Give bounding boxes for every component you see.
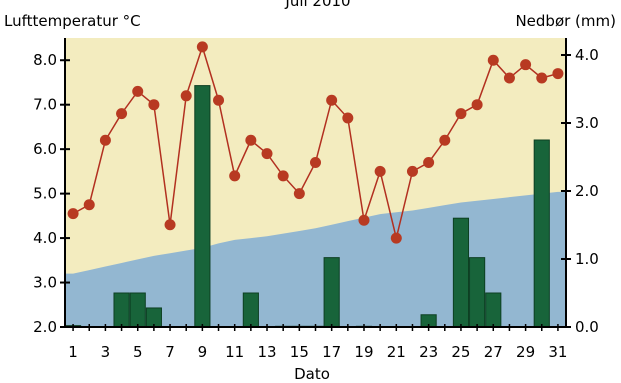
temp-point-day-3 (99, 134, 111, 146)
precip-bar-day-4 (113, 292, 130, 328)
temp-point-day-9 (196, 41, 208, 53)
x-tick-label: 27 (484, 343, 503, 361)
left-tick-label: 6.0 (33, 140, 57, 158)
x-axis-label: Dato (294, 365, 330, 383)
x-tick-label: 3 (101, 343, 111, 361)
x-tick-label: 25 (451, 343, 470, 361)
temp-point-day-19 (358, 214, 370, 226)
temp-point-day-29 (520, 59, 532, 71)
right-tick-label: 2.0 (575, 182, 599, 200)
precip-bar-day-30 (533, 139, 550, 328)
temp-point-day-28 (503, 72, 515, 84)
temp-point-day-13 (261, 148, 273, 160)
temp-point-day-7 (164, 219, 176, 231)
temp-point-day-23 (423, 156, 435, 168)
precip-bar-day-25 (452, 217, 470, 328)
temp-point-day-31 (552, 68, 564, 80)
precip-bar-day-12 (242, 292, 259, 328)
temperature-points (67, 41, 564, 244)
temp-point-day-11 (229, 170, 241, 182)
chart-title: Juli 2010 (284, 0, 350, 10)
temp-point-day-18 (342, 112, 354, 124)
temp-point-day-5 (132, 85, 144, 97)
precip-bar-day-26 (469, 257, 486, 328)
x-tick-label: 23 (419, 343, 438, 361)
precip-bar-day-9 (194, 85, 211, 328)
right-axis-ticks: 0.0 1.0 2.0 3.0 4.0 (561, 46, 599, 336)
left-axis-label: Lufttemperatur °C (4, 12, 141, 30)
temp-point-day-16 (310, 156, 321, 168)
precip-bar-day-27 (485, 292, 502, 328)
temp-point-day-22 (406, 165, 418, 177)
left-tick-label: 5.0 (33, 185, 57, 203)
temp-point-day-30 (536, 72, 548, 84)
precip-bar-day-5 (129, 292, 146, 328)
temp-point-day-8 (180, 90, 192, 102)
temp-point-day-12 (245, 134, 257, 146)
temp-point-day-26 (471, 99, 483, 111)
x-axis-ticks: 1 3 5 7 9 11 13 15 17 19 21 23 25 27 29 31 (68, 324, 567, 361)
x-tick-label: 7 (165, 343, 175, 361)
right-tick-label: 0.0 (575, 318, 599, 336)
x-tick-label: 1 (68, 343, 78, 361)
temp-point-day-25 (455, 108, 467, 120)
x-tick-label: 29 (516, 343, 535, 361)
precip-bar-day-17 (323, 257, 340, 328)
temp-point-day-2 (83, 199, 95, 211)
x-tick-label: 15 (290, 343, 309, 361)
temp-point-day-21 (390, 232, 402, 244)
left-tick-label: 8.0 (33, 51, 57, 69)
x-tick-label: 9 (198, 343, 208, 361)
temp-point-day-4 (116, 108, 128, 120)
temp-point-day-27 (487, 54, 499, 66)
left-tick-label: 3.0 (33, 274, 57, 292)
x-tick-label: 31 (548, 343, 567, 361)
temp-point-day-6 (148, 99, 160, 111)
left-tick-label: 4.0 (33, 229, 57, 247)
x-tick-label: 13 (257, 343, 276, 361)
temp-point-day-14 (277, 170, 289, 182)
x-tick-label: 19 (354, 343, 373, 361)
right-tick-label: 4.0 (575, 46, 599, 64)
x-tick-label: 5 (133, 343, 143, 361)
x-tick-label: 11 (225, 343, 244, 361)
left-tick-label: 2.0 (33, 318, 57, 336)
temp-point-day-10 (213, 94, 225, 106)
left-tick-label: 7.0 (33, 96, 57, 114)
right-axis-label: Nedbør (mm) (515, 12, 616, 30)
temp-point-day-24 (439, 134, 451, 146)
normal-temperature-band (65, 191, 566, 327)
x-tick-label: 17 (322, 343, 341, 361)
left-axis-ticks: 2.0 3.0 4.0 5.0 6.0 7.0 8.0 (33, 51, 70, 336)
temp-point-day-20 (374, 165, 386, 177)
right-tick-label: 3.0 (575, 114, 599, 132)
temp-point-day-1 (67, 208, 79, 220)
temp-point-day-15 (293, 188, 305, 200)
temp-point-day-17 (326, 94, 338, 106)
x-tick-label: 21 (387, 343, 406, 361)
right-tick-label: 1.0 (575, 250, 599, 268)
